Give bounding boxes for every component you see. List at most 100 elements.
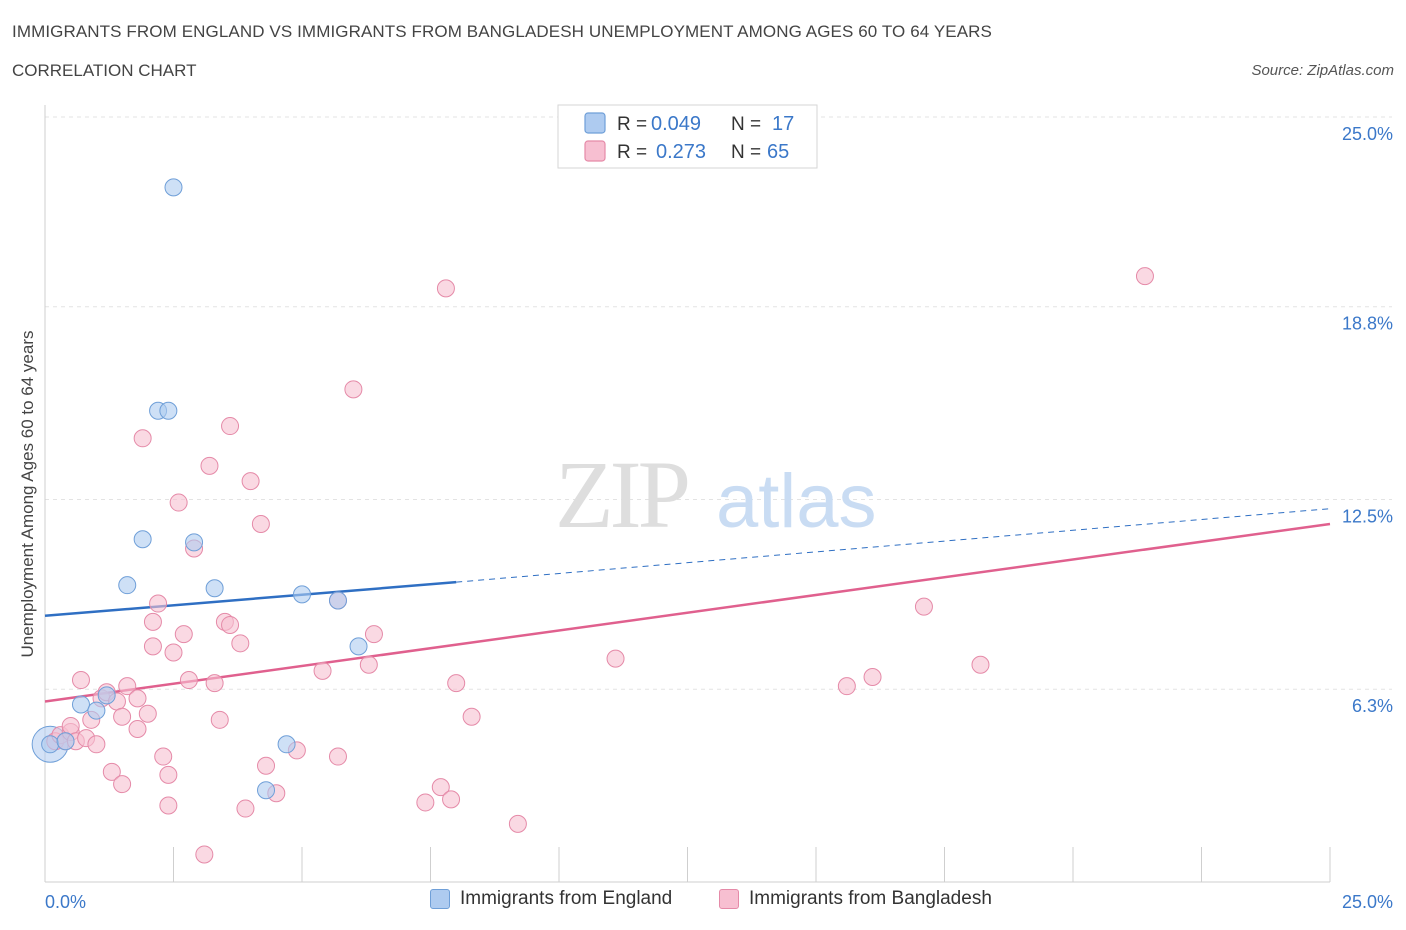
x-ticks	[44, 847, 1331, 882]
bangladesh-point	[442, 790, 461, 809]
england-point	[133, 530, 152, 549]
bangladesh-point	[149, 594, 168, 613]
bangladesh-point	[102, 762, 121, 781]
bangladesh-point	[159, 796, 178, 815]
legend-item-bangladesh: Immigrants from Bangladesh	[719, 888, 992, 910]
bangladesh-point	[231, 634, 250, 653]
england-swatch	[584, 112, 606, 134]
bangladesh-point	[344, 380, 363, 399]
bangladesh-trend-line	[44, 522, 1331, 703]
bangladesh-point	[914, 597, 933, 616]
bangladesh-point	[462, 707, 481, 726]
watermark: ZIP atlas	[555, 441, 877, 548]
england-point	[257, 781, 276, 800]
bangladesh-point	[164, 643, 183, 662]
bangladesh-point	[143, 612, 162, 631]
watermark-zip: ZIP	[555, 441, 688, 548]
england-point	[159, 401, 178, 420]
bangladesh-n-label: N =	[731, 142, 761, 163]
x-tick-label-min: 0.0%	[45, 892, 86, 912]
bangladesh-point	[236, 799, 255, 818]
bangladesh-point	[159, 765, 178, 784]
bangladesh-r-label: R =	[617, 142, 647, 163]
england-point	[118, 576, 137, 595]
bangladesh-point	[210, 710, 229, 729]
bangladesh-point	[195, 845, 214, 864]
bangladesh-point	[113, 707, 132, 726]
x-tick-label-max: 25.0%	[1342, 892, 1393, 912]
bangladesh-point	[71, 671, 90, 690]
england-point	[277, 735, 296, 754]
bangladesh-point	[200, 456, 219, 475]
bangladesh-point	[328, 747, 347, 766]
series-legend: Immigrants from England Immigrants from …	[0, 888, 1406, 918]
bangladesh-point	[364, 625, 383, 644]
bangladesh-point	[205, 674, 224, 693]
england-point	[185, 533, 204, 552]
england-trend-extension	[456, 508, 1331, 583]
bangladesh-point	[87, 735, 106, 754]
legend-swatch-bangladesh	[719, 889, 739, 909]
england-point	[349, 637, 368, 656]
england-point	[293, 585, 311, 604]
legend-swatch-england	[430, 889, 450, 909]
england-r-value: 0.049	[651, 113, 701, 135]
trend-lines	[44, 508, 1331, 703]
bangladesh-point	[606, 649, 625, 668]
bangladesh-point	[1135, 267, 1154, 286]
bangladesh-point	[416, 793, 435, 812]
y-tick-label: 6.3%	[1352, 696, 1393, 716]
england-r-label: R =	[617, 114, 647, 135]
england-point	[56, 732, 75, 751]
y-tick-label: 18.8%	[1342, 314, 1393, 334]
england-point	[97, 686, 116, 705]
bangladesh-point	[113, 775, 132, 794]
grid-lines	[45, 116, 1392, 690]
bangladesh-point	[133, 429, 152, 448]
bangladesh-point	[221, 615, 240, 634]
bangladesh-point	[221, 417, 240, 436]
bangladesh-point	[436, 279, 455, 298]
england-n-label: N =	[731, 114, 761, 135]
data-points	[31, 178, 1154, 864]
bangladesh-point	[128, 689, 147, 708]
bangladesh-point	[179, 671, 198, 690]
bangladesh-point	[143, 637, 162, 656]
bangladesh-point	[508, 814, 527, 833]
bangladesh-r-value: 0.273	[656, 141, 706, 163]
legend-item-england: Immigrants from England	[430, 888, 672, 910]
y-axis-label: Unemployment Among Ages 60 to 64 years	[18, 331, 37, 658]
bangladesh-point	[128, 720, 147, 738]
england-point	[205, 579, 224, 598]
bangladesh-point	[61, 716, 80, 735]
bangladesh-point	[313, 661, 332, 680]
bangladesh-point	[837, 677, 856, 696]
england-point	[41, 735, 60, 754]
bangladesh-point	[138, 704, 157, 723]
y-tick-label: 12.5%	[1342, 507, 1393, 527]
bangladesh-n-value: 65	[767, 141, 789, 163]
bangladesh-point	[174, 625, 193, 644]
bangladesh-point	[971, 655, 990, 674]
bangladesh-point	[431, 778, 450, 797]
bangladesh-swatch	[584, 140, 606, 162]
bangladesh-point	[257, 756, 276, 775]
england-n-value: 17	[772, 113, 794, 135]
stats-legend: R = 0.049 N = 17 R = 0.273 N = 65	[557, 104, 818, 169]
y-tick-labels: 6.3% 12.5% 18.8% 25.0%	[1342, 124, 1393, 716]
bangladesh-point	[154, 747, 173, 766]
source-credit: Source: ZipAtlas.com	[1251, 62, 1394, 79]
watermark-atlas: atlas	[716, 459, 877, 544]
england-point	[71, 695, 90, 714]
chart-title: IMMIGRANTS FROM ENGLAND VS IMMIGRANTS FR…	[12, 22, 992, 41]
bangladesh-point	[447, 674, 466, 693]
england-point	[87, 701, 106, 720]
axes	[44, 105, 1330, 883]
bangladesh-point	[359, 655, 378, 674]
legend-label-england: Immigrants from England	[460, 888, 673, 909]
bangladesh-point	[251, 514, 270, 533]
legend-label-bangladesh: Immigrants from Bangladesh	[749, 888, 992, 909]
bangladesh-point	[241, 472, 260, 491]
england-point	[328, 591, 347, 610]
